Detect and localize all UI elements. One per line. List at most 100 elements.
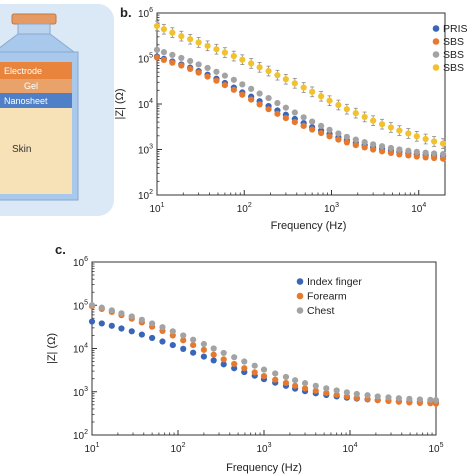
- data-point: [439, 151, 447, 158]
- data-point: [291, 80, 298, 87]
- data-point: [160, 26, 168, 33]
- data-point: [160, 49, 168, 56]
- data-point: [204, 73, 211, 80]
- panel-letter: b.: [120, 5, 132, 20]
- data-point: [326, 97, 333, 104]
- series-2: [153, 46, 447, 158]
- data-point: [138, 316, 145, 323]
- data-point: [352, 110, 359, 117]
- data-point: [309, 118, 316, 125]
- data-point: [352, 136, 359, 143]
- data-point: [118, 310, 125, 317]
- series-0: [153, 53, 447, 160]
- data-point: [430, 138, 438, 145]
- data-point: [190, 341, 197, 349]
- x-tick-label: 104: [411, 202, 426, 215]
- data-point: [210, 351, 217, 358]
- data-point: [300, 122, 307, 130]
- data-point: [374, 393, 381, 400]
- data-point: [406, 395, 413, 402]
- series-3: [153, 20, 447, 149]
- data-point: [378, 148, 386, 155]
- data-point: [370, 146, 377, 153]
- data-point: [343, 139, 350, 146]
- data-point: [230, 86, 237, 93]
- data-point: [138, 331, 145, 338]
- data-point: [159, 324, 166, 331]
- x-tick-label: 101: [149, 202, 164, 215]
- data-point: [256, 101, 263, 108]
- legend-label: SBS: [443, 62, 464, 74]
- layer-skin: [0, 108, 72, 194]
- data-point: [416, 396, 424, 403]
- data-point: [108, 307, 115, 314]
- data-point: [312, 382, 319, 389]
- data-point: [178, 62, 185, 69]
- data-point: [323, 389, 330, 397]
- legend-label: SBS: [443, 36, 464, 48]
- legend-label: SBS: [443, 49, 464, 61]
- data-point: [221, 82, 228, 89]
- data-point: [300, 114, 307, 121]
- legend-label: Forearm: [307, 291, 347, 303]
- schematic-jar-lid: [11, 13, 57, 25]
- data-point: [231, 360, 238, 368]
- data-point: [251, 362, 258, 369]
- y-tick-label: 103: [73, 386, 88, 399]
- legend-label: Index finger: [307, 276, 362, 288]
- data-point: [378, 143, 386, 150]
- x-tick-label: 102: [170, 442, 185, 455]
- data-point: [326, 126, 333, 133]
- data-point: [213, 77, 220, 84]
- skin-label: Skin: [12, 144, 31, 155]
- data-point: [159, 338, 166, 345]
- data-point: [187, 57, 194, 65]
- data-point: [210, 345, 217, 352]
- data-point: [210, 357, 217, 364]
- y-tick-label: 106: [73, 256, 88, 269]
- data-point: [413, 153, 420, 160]
- data-point: [265, 94, 272, 102]
- data-point: [395, 395, 402, 402]
- data-point: [149, 334, 156, 342]
- data-point: [195, 69, 202, 76]
- legend-marker: [432, 64, 440, 71]
- data-point: [265, 106, 272, 113]
- data-point: [301, 380, 309, 387]
- data-point: [387, 149, 395, 157]
- data-point: [200, 340, 207, 348]
- data-point: [221, 72, 228, 79]
- data-point: [265, 67, 272, 75]
- data-point: [301, 385, 309, 392]
- data-point: [378, 121, 386, 128]
- data-point: [230, 52, 237, 60]
- data-point: [108, 322, 115, 329]
- data-point: [312, 387, 319, 394]
- data-point: [439, 140, 447, 147]
- data-point: [213, 46, 220, 53]
- data-point: [413, 133, 420, 140]
- data-point: [272, 376, 279, 383]
- data-point: [169, 59, 176, 66]
- layer-gel: [0, 79, 72, 93]
- legend-marker: [432, 38, 440, 45]
- data-point: [248, 60, 255, 67]
- data-point: [361, 113, 368, 121]
- data-point: [251, 369, 258, 376]
- data-point: [221, 49, 228, 56]
- data-point: [282, 373, 290, 381]
- data-point: [220, 349, 227, 357]
- data-point: [180, 332, 187, 339]
- y-tick-label: 106: [138, 7, 153, 20]
- data-point: [118, 325, 125, 332]
- legend-marker: [432, 51, 440, 58]
- x-tick-label: 101: [84, 442, 99, 455]
- y-tick-label: 102: [138, 189, 153, 202]
- data-point: [405, 130, 412, 137]
- data-point: [282, 379, 290, 387]
- data-point: [200, 353, 207, 360]
- x-axis-title: Frequency (Hz): [226, 462, 302, 474]
- data-point: [195, 61, 202, 68]
- data-point: [239, 91, 246, 98]
